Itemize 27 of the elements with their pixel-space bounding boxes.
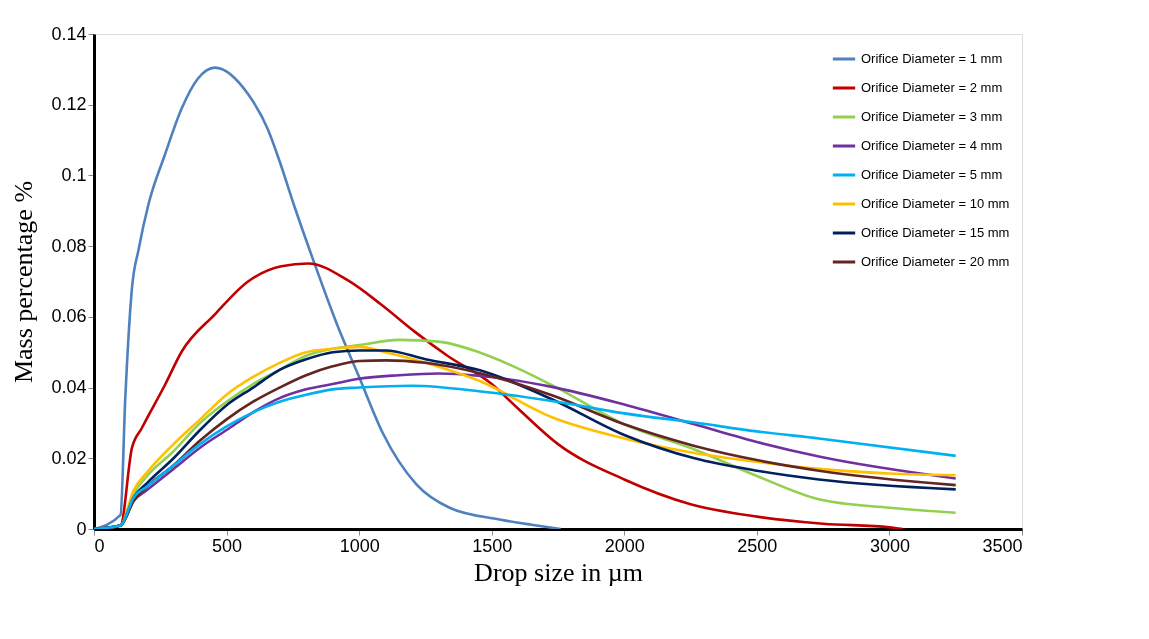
y-tick-label: 0.04 <box>51 377 87 398</box>
y-tick-label: 0.06 <box>51 306 87 327</box>
legend-label: Orifice Diameter = 4 mm <box>861 138 1003 153</box>
y-axis-title: Mass percentage % <box>9 180 39 384</box>
y-tick-label: 0 <box>76 518 87 539</box>
x-tick-label: 2500 <box>737 535 778 556</box>
y-tick-label: 0.02 <box>51 447 87 468</box>
x-tick-label: 2000 <box>604 535 645 556</box>
x-axis-title: Drop size in µm <box>474 557 643 587</box>
x-tick-label: 3500 <box>982 535 1023 556</box>
x-tick-label: 3000 <box>869 535 910 556</box>
x-tick-label: 500 <box>212 535 243 556</box>
legend-label: Orifice Diameter = 2 mm <box>861 80 1003 95</box>
y-tick-label: 0.14 <box>51 23 87 44</box>
x-tick-label: 1500 <box>472 535 513 556</box>
legend-label: Orifice Diameter = 1 mm <box>861 51 1003 66</box>
y-tick-label: 0.1 <box>61 164 87 185</box>
y-tick-label: 0.08 <box>51 235 87 256</box>
legend-label: Orifice Diameter = 15 mm <box>861 225 1010 240</box>
legend-label: Orifice Diameter = 10 mm <box>861 196 1010 211</box>
x-tick-label: 1000 <box>339 535 380 556</box>
legend-label: Orifice Diameter = 5 mm <box>861 167 1003 182</box>
x-tick-label: 0 <box>94 535 105 556</box>
legend-label: Orifice Diameter = 3 mm <box>861 109 1003 124</box>
line-series <box>94 66 562 529</box>
legend-label: Orifice Diameter = 20 mm <box>861 254 1010 269</box>
y-tick-label: 0.12 <box>51 94 87 115</box>
